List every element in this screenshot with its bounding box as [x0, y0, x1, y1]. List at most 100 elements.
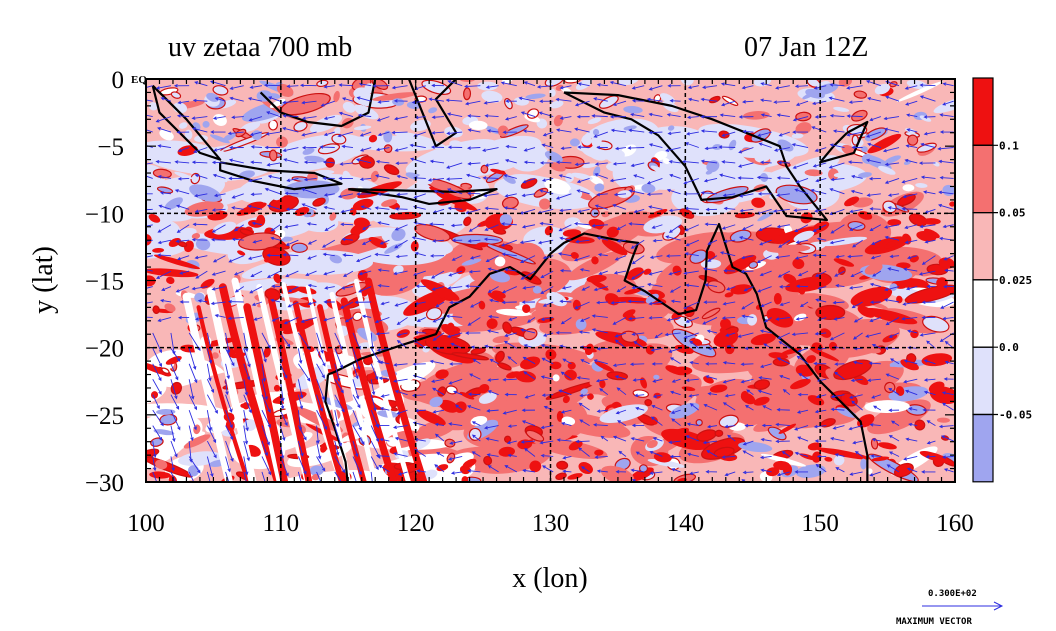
wind-vector [722, 193, 736, 197]
wind-vector [192, 127, 208, 133]
wind-vector [921, 300, 936, 305]
wind-vector [520, 440, 536, 444]
wind-vector [297, 425, 307, 441]
wind-vector [942, 100, 954, 106]
wind-vector [453, 390, 463, 396]
wind-vector [467, 392, 481, 396]
wind-vector [757, 131, 772, 137]
wind-vector [360, 205, 372, 210]
wind-vector [396, 317, 408, 325]
wind-vector [616, 387, 627, 396]
vorticity-cell [248, 220, 263, 228]
wind-vector [359, 177, 372, 181]
wind-vector [776, 408, 790, 412]
wind-vector [689, 361, 699, 365]
wind-vector [227, 131, 244, 136]
wind-vector [797, 392, 809, 397]
wind-vector [759, 239, 772, 246]
wind-vector [287, 286, 299, 293]
wind-vector [760, 82, 772, 87]
wind-vector [334, 348, 344, 369]
wind-vector [631, 423, 645, 428]
wind-vector [794, 84, 809, 89]
vorticity-cell [529, 460, 542, 473]
wind-vector [666, 317, 681, 322]
wind-vector [375, 332, 390, 336]
wind-vector [170, 409, 181, 431]
vorticity-cell [553, 114, 564, 127]
wind-vector [279, 425, 286, 442]
wind-vector [631, 85, 645, 90]
wind-vector [319, 145, 335, 149]
wind-vector [646, 177, 663, 185]
wind-vector [467, 191, 481, 196]
wind-vector [374, 423, 390, 428]
wind-vector [652, 238, 663, 243]
wind-vector [795, 100, 809, 106]
wind-vector [243, 379, 249, 396]
wind-vector [160, 97, 172, 102]
wind-vector [764, 484, 772, 488]
wind-vector [926, 420, 936, 426]
wind-vector [504, 158, 517, 164]
vorticity-cell [459, 391, 475, 400]
vorticity-cell [478, 392, 497, 404]
wind-vector [261, 379, 268, 401]
wind-vector [576, 177, 590, 184]
vorticity-cell [594, 183, 605, 192]
vorticity-cell [333, 90, 340, 103]
vorticity-cell [544, 178, 571, 195]
vorticity-cell [593, 128, 600, 136]
vorticity-streak [317, 304, 367, 482]
vorticity-cell [174, 424, 181, 433]
vorticity-cell [877, 442, 897, 450]
wind-vector [307, 239, 317, 245]
wind-vector [705, 362, 718, 366]
wind-vector [869, 282, 881, 287]
vorticity-band [146, 424, 191, 477]
wind-vector [795, 284, 809, 289]
wind-vector [519, 239, 536, 245]
wind-vector [926, 340, 936, 349]
wind-vector [194, 193, 208, 198]
wind-vector [375, 174, 390, 179]
wind-vector [539, 440, 554, 445]
wind-vector [266, 270, 281, 278]
vorticity-cell [269, 191, 281, 201]
wind-vector [595, 378, 608, 383]
vorticity-cell [921, 218, 941, 225]
wind-vector [487, 487, 499, 490]
wind-vector [846, 85, 863, 90]
wind-vector [175, 286, 190, 293]
wind-vector [146, 193, 153, 195]
wind-vector [685, 435, 699, 442]
wind-vector [338, 176, 353, 181]
wind-vector [919, 83, 936, 87]
wind-vector [435, 484, 444, 487]
vorticity-cell [146, 361, 172, 376]
wind-vector [518, 96, 536, 102]
wind-vector [229, 85, 244, 90]
wind-vector [866, 193, 881, 197]
wind-vector [521, 193, 536, 198]
wind-vector [161, 286, 172, 291]
wind-vector [722, 361, 736, 365]
wind-vector [591, 114, 608, 118]
wind-vector [920, 142, 936, 148]
vorticity-band [268, 250, 374, 275]
vorticity-cell [156, 408, 176, 415]
vorticity-cell [212, 175, 228, 183]
wind-vector [316, 363, 325, 379]
wind-vector [543, 405, 554, 411]
wind-vector [598, 270, 608, 275]
vorticity-cell [644, 398, 653, 407]
wind-vector [886, 464, 900, 473]
wind-vector [576, 189, 590, 195]
vorticity-cell [463, 216, 472, 227]
wind-vector [685, 378, 699, 382]
vorticity-cell [209, 134, 230, 144]
vorticity-streak [182, 292, 234, 482]
wind-vector [758, 224, 772, 232]
vorticity-cell [643, 268, 652, 275]
wind-vector [467, 469, 481, 473]
